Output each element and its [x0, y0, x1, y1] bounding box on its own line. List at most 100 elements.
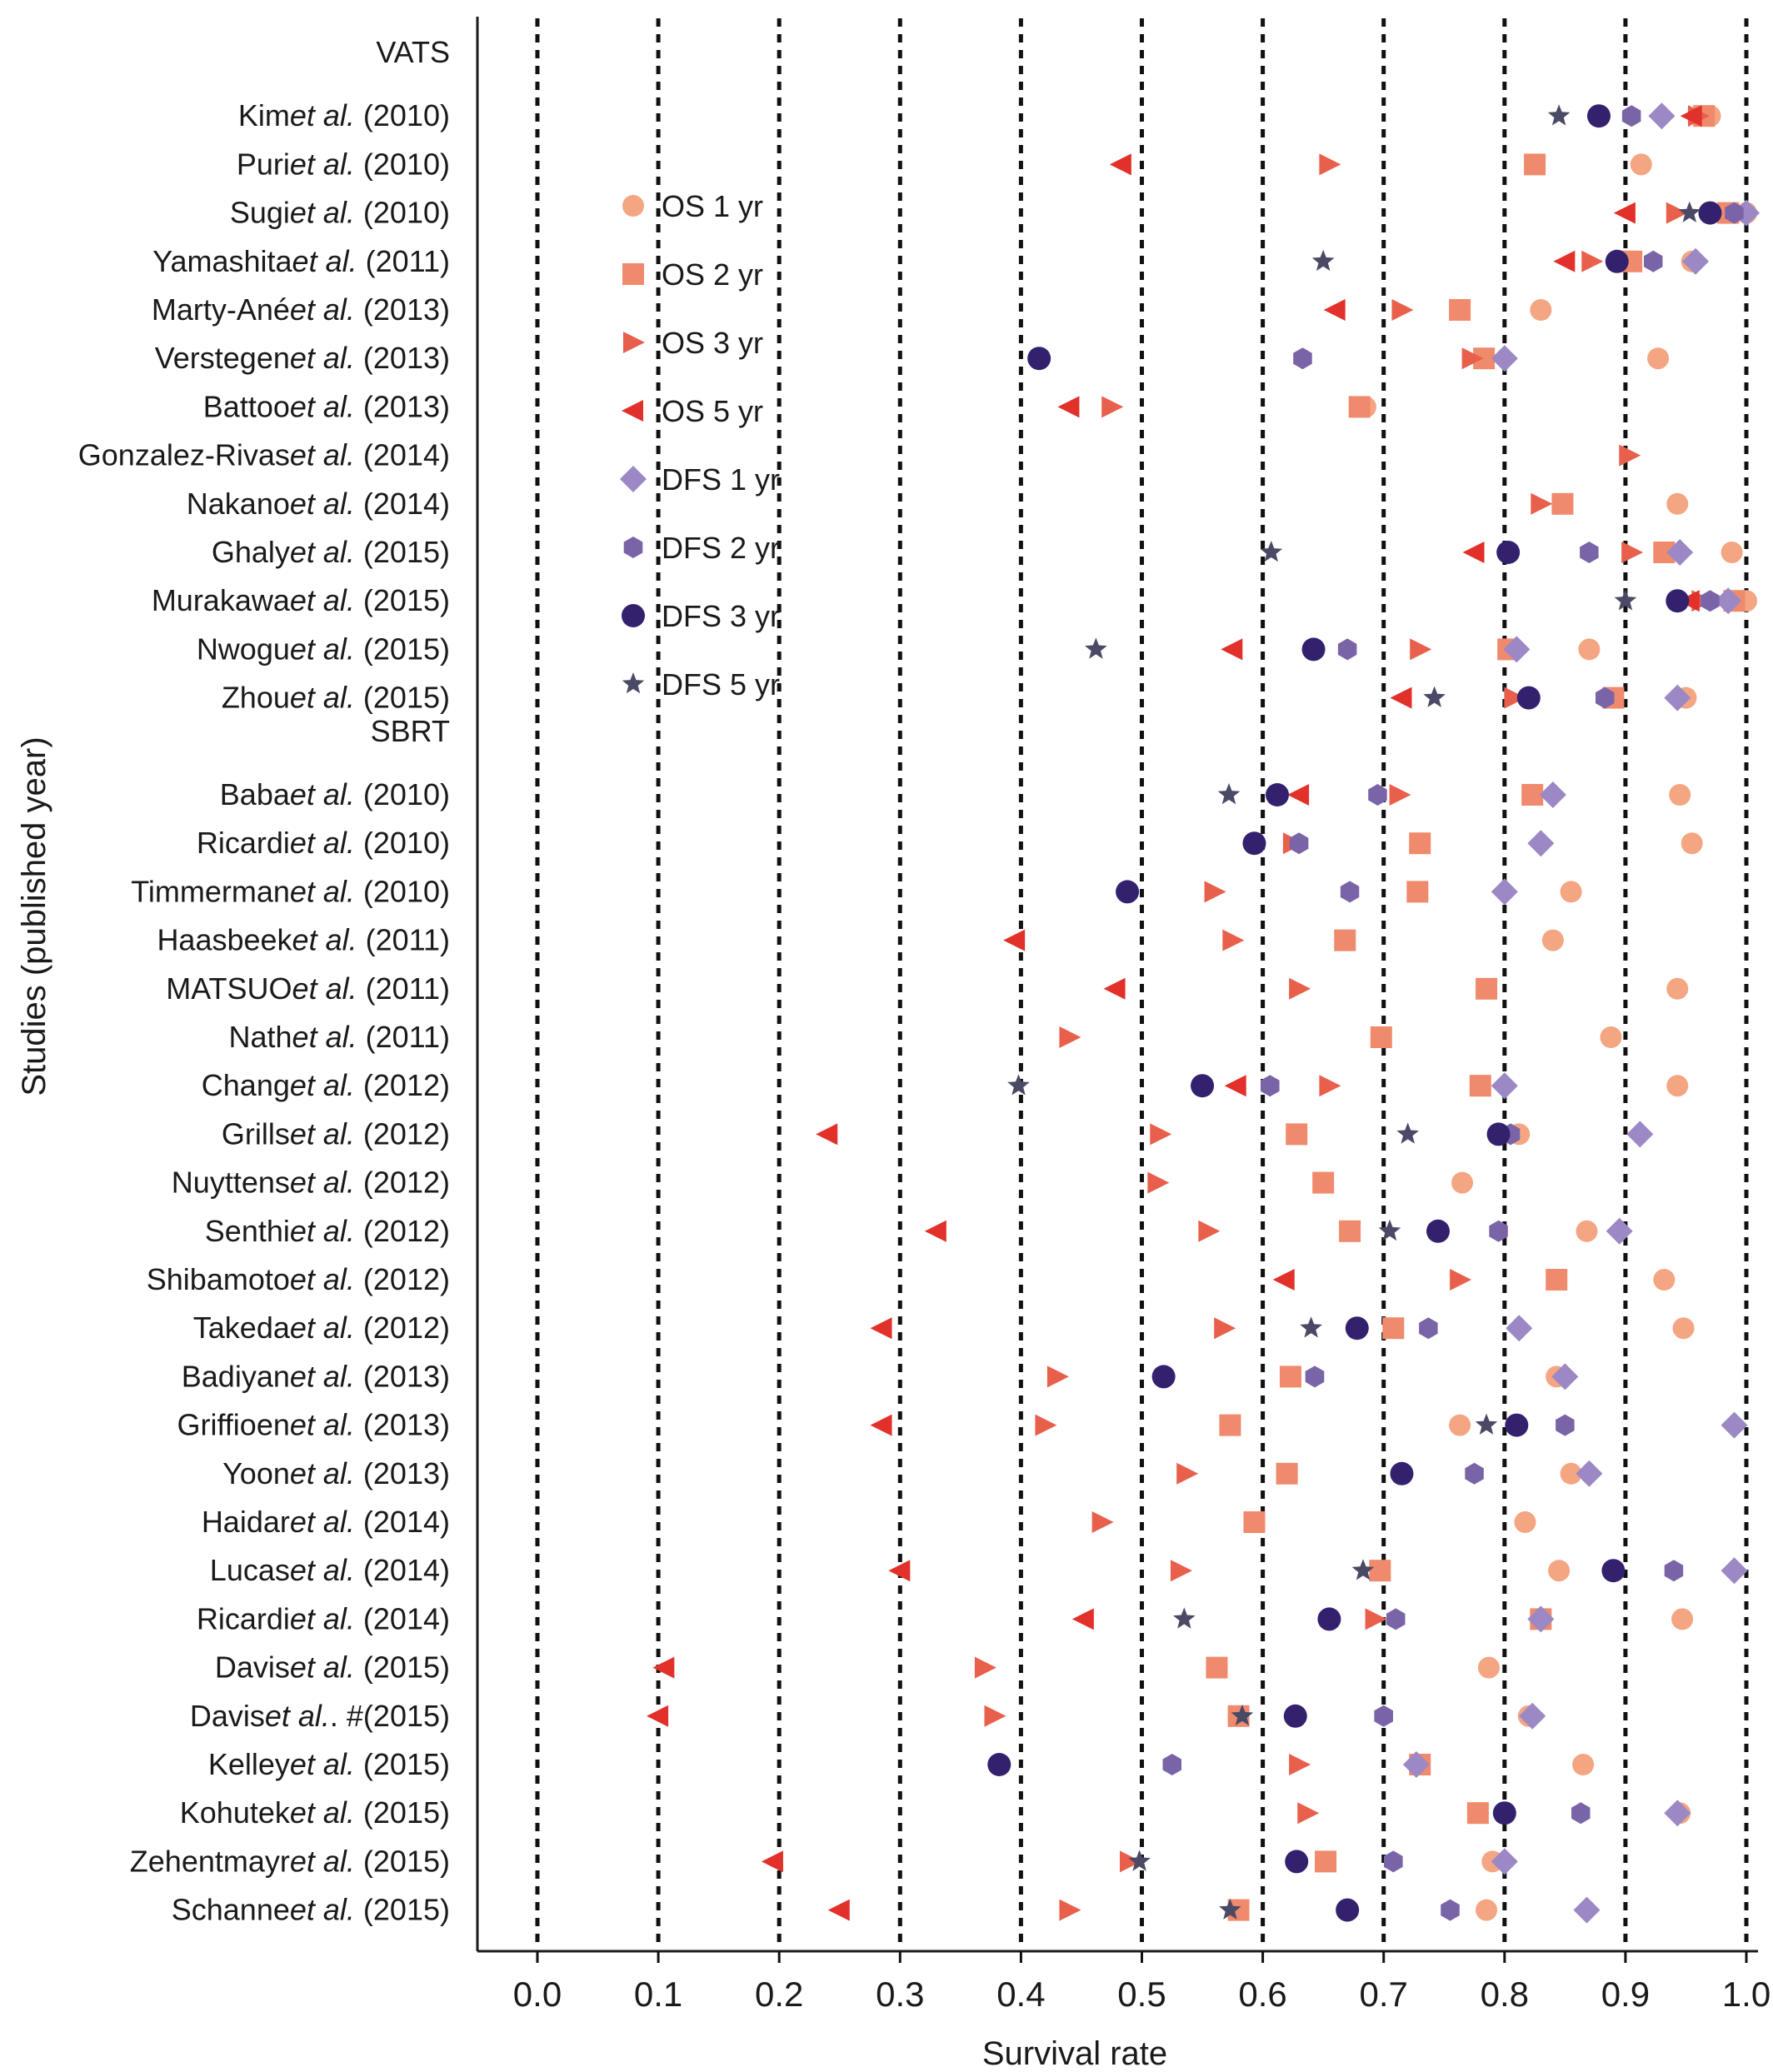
point-dfs5 — [1311, 249, 1335, 272]
study-label: Gonzalez-Rivaset al. (2014) — [78, 438, 450, 472]
point-os5 — [816, 1123, 838, 1146]
point-os5 — [761, 1850, 783, 1873]
study-label: Kelleyet al. (2015) — [208, 1747, 450, 1781]
study-year: (2014) — [355, 1601, 450, 1635]
point-os3 — [1619, 444, 1641, 467]
point-os5 — [1221, 638, 1243, 661]
point-dfs2 — [1489, 1220, 1508, 1242]
study-year: (2012) — [355, 1262, 450, 1296]
legend-marker-os3 — [623, 332, 645, 353]
point-os1 — [1451, 1171, 1474, 1194]
study-name: Gonzalez-Rivas — [78, 438, 290, 472]
point-os1 — [1671, 1608, 1694, 1630]
x-tick-label: 0.3 — [876, 1975, 924, 2014]
x-tick-label: 0.1 — [634, 1975, 682, 2014]
point-os3 — [1091, 1511, 1114, 1533]
point-dfs5 — [1614, 589, 1637, 611]
point-dfs3 — [1586, 104, 1611, 128]
study-year: (2013) — [355, 341, 450, 375]
point-os2 — [1406, 881, 1429, 903]
study-label: Daviset al.. #(2015) — [190, 1699, 450, 1733]
study-year: (2012) — [355, 1116, 450, 1151]
study-label: Marty-Anéet al. (2013) — [152, 292, 450, 327]
study-etal: et al. — [290, 777, 355, 811]
point-os3 — [1365, 1608, 1387, 1630]
study-label: Nuyttenset al. (2012) — [172, 1166, 450, 1200]
point-os3 — [1119, 1850, 1141, 1873]
point-dfs3 — [1301, 637, 1326, 662]
point-os2 — [1466, 1802, 1489, 1825]
point-os1 — [1576, 1220, 1598, 1242]
point-dfs2 — [1725, 202, 1744, 224]
point-dfs3 — [1317, 1607, 1341, 1631]
point-os5 — [647, 1705, 669, 1727]
study-year: (2010) — [355, 777, 450, 811]
point-dfs1 — [1551, 1363, 1579, 1390]
study-year: (2015) — [355, 583, 450, 617]
point-os3 — [1046, 1366, 1069, 1388]
point-dfs3 — [1285, 1850, 1309, 1874]
point-os2 — [1370, 1026, 1392, 1048]
point-os1 — [1653, 1269, 1676, 1291]
study-year: (2015) — [355, 1650, 450, 1685]
point-os2 — [1276, 1462, 1298, 1485]
point-os3 — [1198, 1220, 1221, 1242]
study-name: Haasbeek — [157, 923, 292, 957]
point-os1 — [1721, 542, 1743, 563]
legend-marker-dfs5 — [622, 672, 645, 694]
legend-marker-dfs1 — [620, 466, 647, 492]
legend-marker-os1 — [622, 195, 644, 217]
study-label: Lucaset al. (2014) — [210, 1553, 450, 1587]
point-dfs2 — [1556, 1414, 1575, 1436]
point-dfs3 — [1698, 201, 1722, 225]
study-label: Verstegenet al. (2013) — [155, 341, 450, 375]
legend-label-os2: OS 2 yr — [662, 257, 763, 292]
study-label: Sugiet al. (2010) — [230, 196, 450, 230]
point-os5 — [888, 1560, 911, 1582]
study-etal: et al. — [290, 1214, 355, 1248]
point-dfs2 — [1580, 542, 1599, 563]
legend-label-os1: OS 1 yr — [662, 189, 763, 223]
point-dfs2 — [1305, 1366, 1325, 1388]
point-dfs5 — [1007, 1074, 1030, 1096]
point-os5 — [1003, 929, 1026, 951]
point-dfs3 — [1516, 686, 1541, 710]
point-dfs3 — [1116, 880, 1140, 904]
study-name: Chang — [202, 1068, 290, 1102]
study-year: (2010) — [355, 826, 450, 860]
study-name: Davis — [215, 1650, 290, 1685]
study-label: Senthiet al. (2012) — [205, 1214, 450, 1248]
study-name: Baba — [220, 777, 291, 811]
study-year: (2010) — [355, 874, 450, 908]
point-os2 — [1476, 977, 1498, 1000]
study-etal: et al. — [290, 826, 355, 860]
point-os3 — [1666, 202, 1688, 224]
legend-marker-dfs2 — [623, 537, 643, 558]
point-dfs3 — [1492, 1801, 1516, 1825]
study-etal: et al. — [290, 1116, 355, 1151]
point-dfs2 — [1340, 881, 1360, 903]
point-dfs1 — [1576, 1460, 1603, 1487]
study-etal: et al. — [290, 1505, 355, 1539]
study-name: Nakano — [187, 487, 290, 521]
point-os1 — [1514, 1511, 1536, 1533]
point-os1 — [1666, 977, 1689, 1000]
point-os5 — [1224, 1075, 1246, 1097]
point-os3 — [1581, 250, 1604, 272]
study-etal: et al. — [290, 1408, 355, 1442]
study-name: MATSUO — [166, 971, 292, 1006]
x-tick-label: 0.0 — [513, 1975, 562, 2014]
point-dfs2 — [1465, 1462, 1484, 1485]
point-dfs2 — [1664, 1560, 1684, 1582]
study-year: (2010) — [355, 196, 450, 230]
study-etal: et al. — [290, 1262, 355, 1296]
study-etal: et al. — [290, 147, 355, 181]
point-dfs3 — [1151, 1365, 1176, 1389]
study-label: Ghalyet al. (2015) — [212, 535, 450, 569]
study-name: Sugi — [230, 196, 290, 230]
point-os5 — [1553, 250, 1576, 272]
point-os3 — [1204, 881, 1226, 903]
point-dfs2 — [1571, 1802, 1591, 1825]
point-dfs5 — [1260, 541, 1283, 562]
point-os2 — [1524, 153, 1546, 176]
